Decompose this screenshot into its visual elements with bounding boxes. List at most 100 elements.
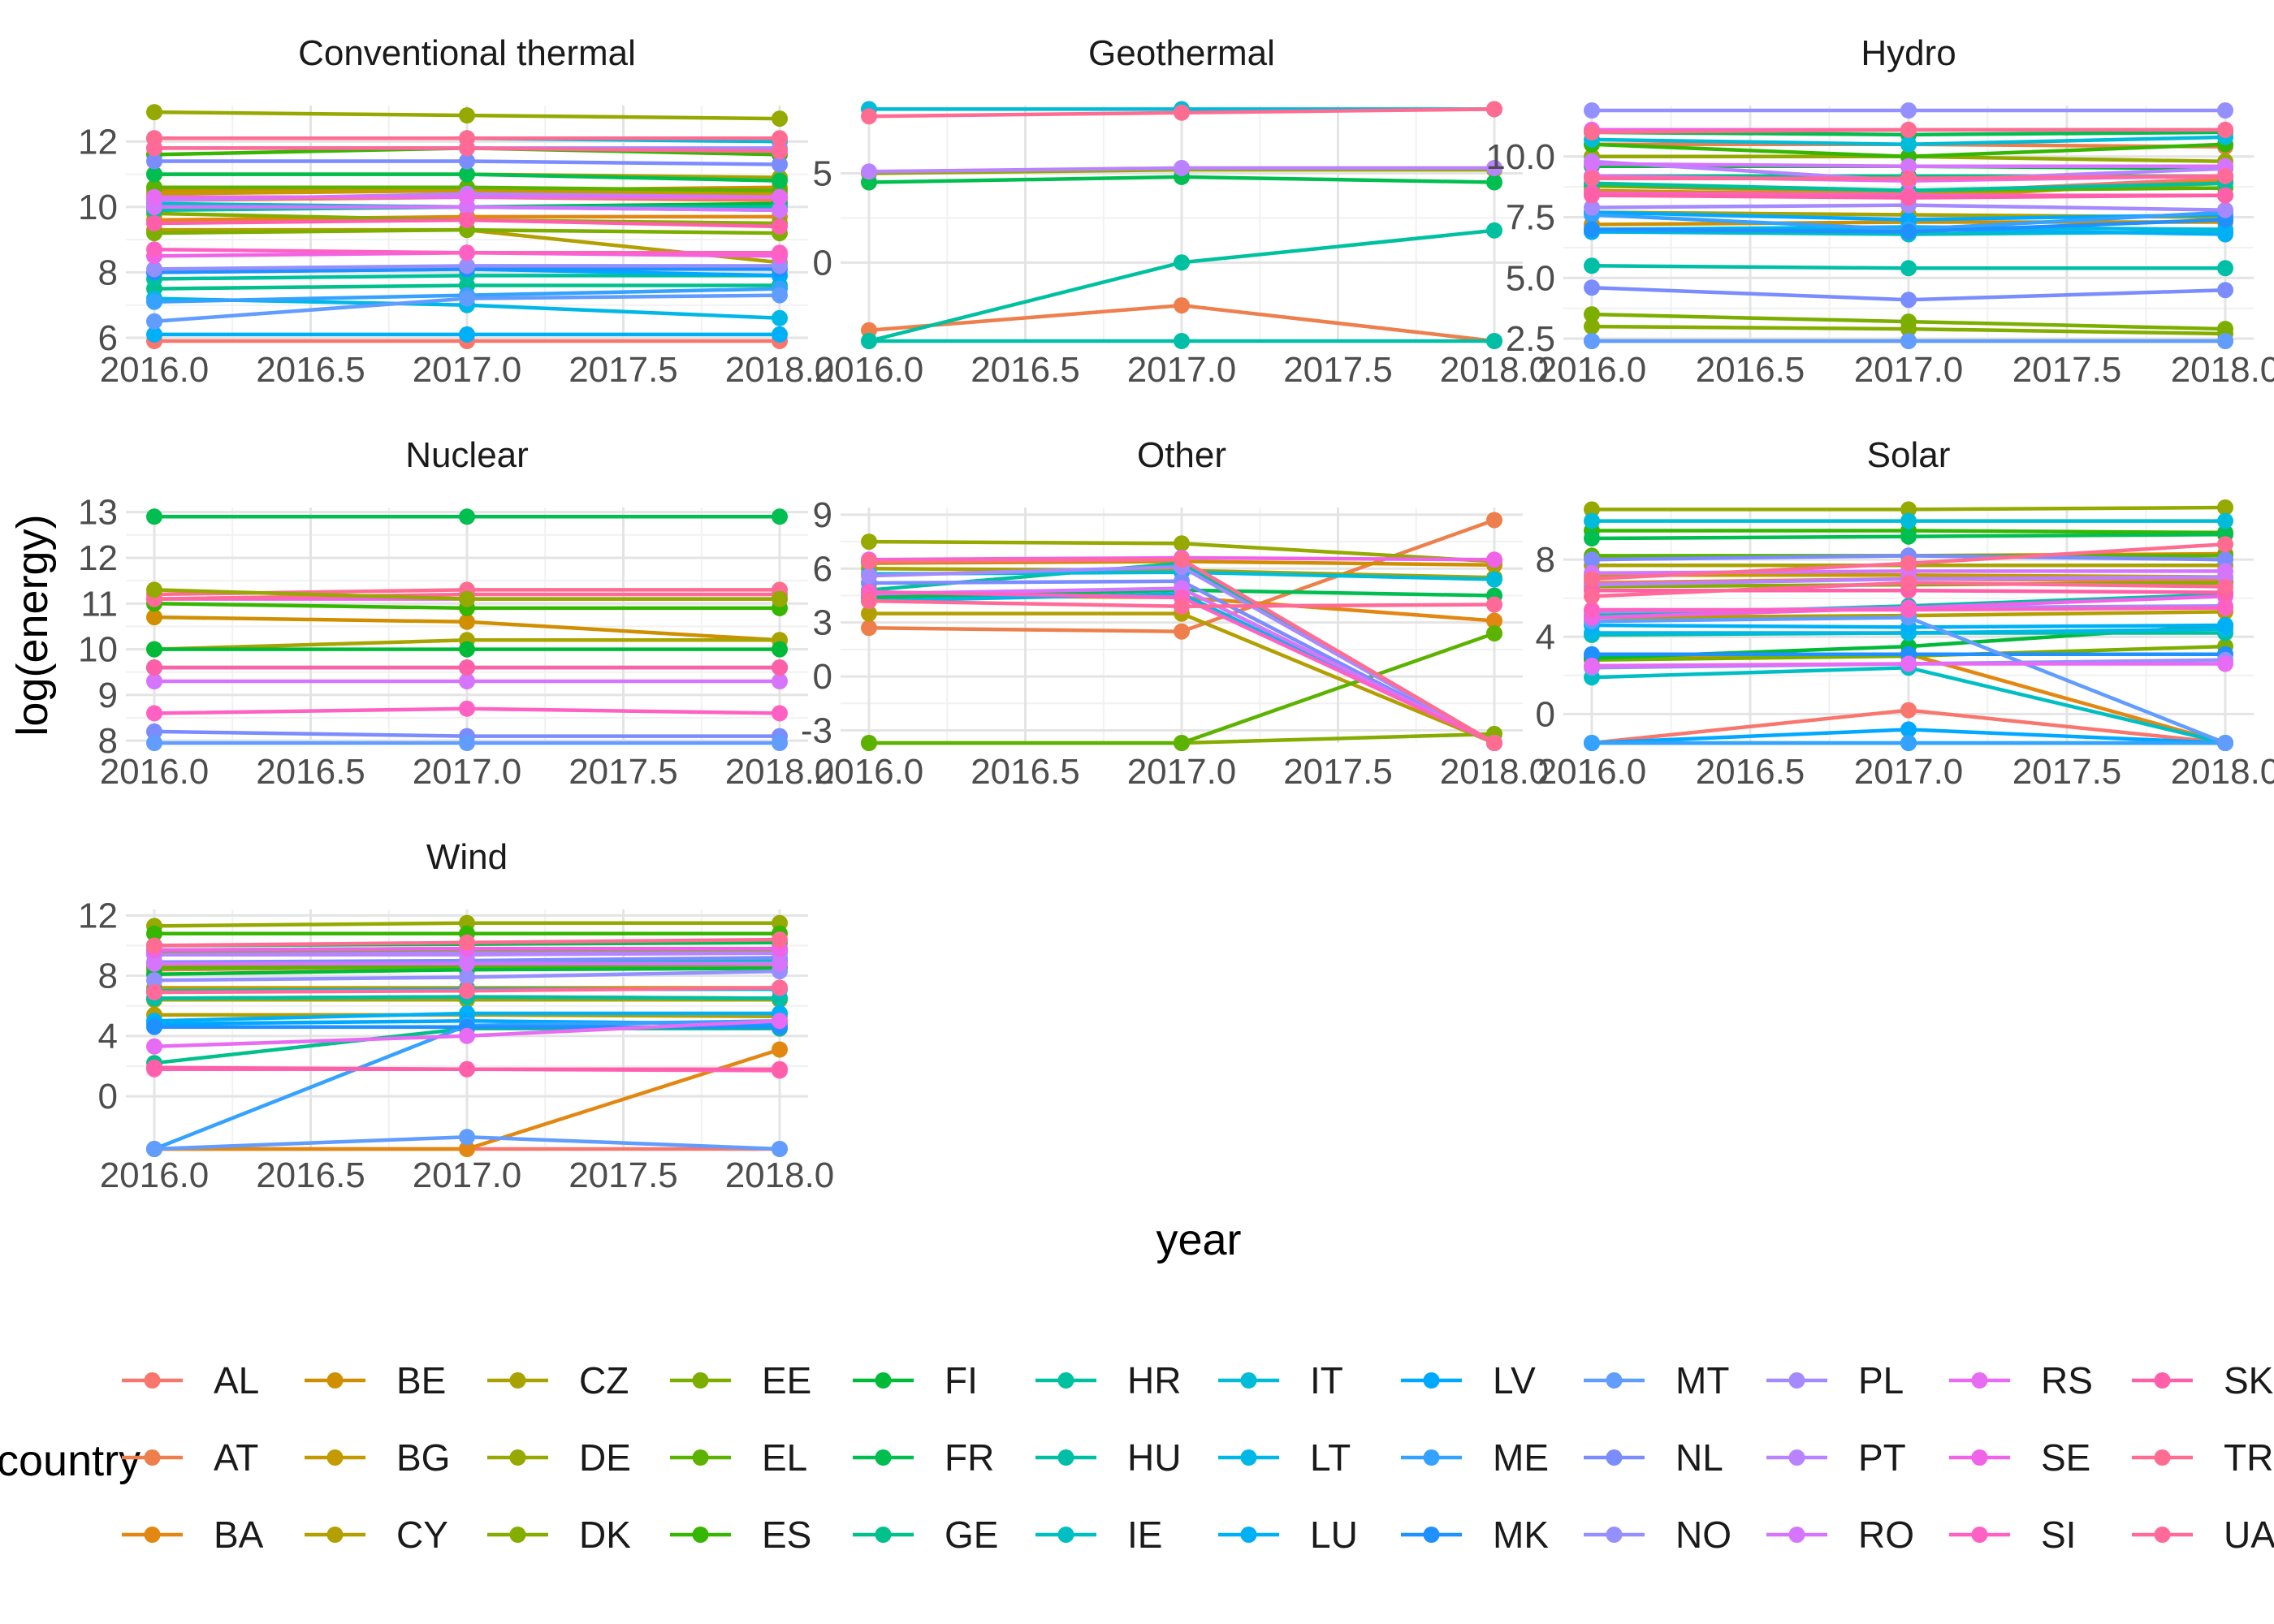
panel-title: Geothermal (1088, 33, 1275, 73)
y-tick-label: 9 (98, 676, 118, 715)
data-point (146, 925, 162, 942)
panel-conventional-thermal: Conventional thermal 6 8 10 12 2016.0 2016.5 20… (78, 33, 834, 390)
panel-nuclear: Nuclear 8 9 10 11 12 13 2016.0 2016.5 2017.0 2017.… (78, 435, 834, 792)
legend-key-point (1788, 1527, 1805, 1543)
data-point (459, 188, 475, 205)
series-mt (146, 735, 788, 751)
data-point (2217, 735, 2233, 751)
legend-key-point (326, 1372, 344, 1389)
legend-key-point (1423, 1449, 1440, 1466)
legend-key-point (144, 1372, 161, 1389)
data-point (2217, 499, 2233, 516)
data-point (2217, 536, 2233, 553)
panel-geothermal: Geothermal 0 5 2016.0 2016.5 2017.0 2017.5 2018… (813, 33, 1550, 390)
x-tick-label: 2017.5 (568, 1155, 678, 1195)
legend-key-point (1423, 1527, 1440, 1543)
legend-key-point (326, 1527, 344, 1543)
data-point (2217, 102, 2233, 119)
series-ua (1584, 167, 2233, 187)
legend-item-it: IT (1218, 1359, 1343, 1402)
data-point (1900, 121, 1917, 138)
series-fr (146, 166, 788, 189)
series-nl (146, 153, 788, 173)
y-tick-label: 10 (78, 630, 118, 670)
y-tick-label: 4 (98, 1017, 118, 1056)
data-point (772, 143, 788, 160)
data-point (1584, 279, 1600, 296)
legend-item-lv: LV (1401, 1359, 1536, 1402)
data-point (459, 257, 475, 274)
legend-label: IE (1127, 1514, 1162, 1556)
data-point (861, 593, 877, 610)
data-point (1900, 313, 1917, 330)
legend-label: PT (1858, 1436, 1906, 1479)
data-point (1900, 333, 1917, 349)
data-point (1486, 735, 1502, 751)
series-de (146, 104, 788, 127)
legend-label: UA (2224, 1514, 2274, 1556)
data-point (459, 1141, 475, 1157)
data-point (1486, 512, 1502, 529)
data-point (772, 172, 788, 189)
legend-item-lt: LT (1218, 1436, 1351, 1479)
legend-item-lu: LU (1218, 1514, 1358, 1556)
y-tick-label: 6 (813, 549, 832, 589)
data-point (146, 972, 162, 989)
data-point (2217, 201, 2233, 218)
data-point (1900, 136, 1917, 153)
y-tick-label: 10.0 (1485, 137, 1555, 177)
legend-item-se: SE (1949, 1436, 2090, 1479)
legend-label: AT (214, 1436, 258, 1479)
data-point (1900, 170, 1917, 187)
y-tick-label: 7.5 (1506, 198, 1555, 238)
legend-label: NO (1675, 1514, 1731, 1556)
data-point (1900, 292, 1917, 309)
data-point (459, 700, 475, 717)
x-tick-label: 2016.5 (971, 752, 1080, 792)
y-tick-label: 13 (78, 493, 118, 533)
data-point (459, 983, 475, 1000)
legend-key-point (692, 1527, 709, 1543)
legend-key-point (2154, 1372, 2171, 1389)
data-point (1900, 555, 1917, 572)
legend-key-point (1057, 1449, 1074, 1466)
data-point (1584, 318, 1600, 335)
data-point (1584, 646, 1600, 663)
y-axis-title: log(energy) (8, 514, 57, 736)
data-point (2217, 563, 2233, 580)
legend-key-point (144, 1527, 161, 1543)
data-point (772, 590, 788, 607)
series-tr (861, 551, 1502, 751)
y-tick-label: 12 (78, 538, 118, 578)
series-si (146, 241, 788, 261)
data-point (772, 1041, 788, 1058)
data-point (2217, 655, 2233, 672)
data-point (772, 287, 788, 304)
data-point (1174, 297, 1190, 314)
series-lu (146, 326, 788, 343)
data-point (146, 293, 162, 310)
data-point (1174, 623, 1190, 640)
series-no (1584, 102, 2233, 119)
data-point (772, 218, 788, 235)
data-point (1584, 102, 1600, 119)
series-layer (146, 508, 788, 751)
legend-item-hr: HR (1035, 1359, 1181, 1402)
panel-title: Conventional thermal (298, 33, 636, 73)
x-tick-label: 2017.0 (1127, 350, 1237, 390)
data-point (861, 163, 877, 180)
x-tick-label: 2017.0 (1854, 752, 1964, 792)
legend-item-bg: BG (305, 1436, 450, 1479)
data-point (459, 641, 475, 658)
legend-key-point (1240, 1449, 1257, 1466)
legend-key-point (1971, 1372, 1988, 1389)
data-point (772, 1013, 788, 1030)
legend-key-point (1240, 1372, 1257, 1389)
legend-label: TR (2224, 1436, 2273, 1479)
data-point (772, 110, 788, 127)
legend-item-tr: TR (2132, 1436, 2273, 1479)
data-point (146, 609, 162, 626)
data-point (772, 955, 788, 972)
data-point (772, 641, 788, 658)
